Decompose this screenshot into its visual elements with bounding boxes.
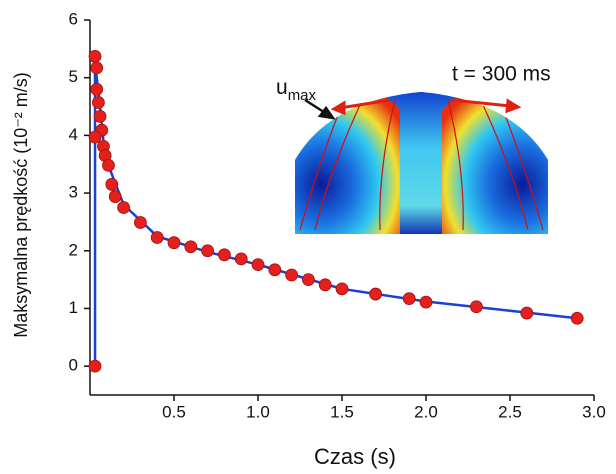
y-tick-label: 1 (69, 298, 78, 317)
point (93, 109, 107, 123)
point (201, 244, 215, 258)
point (402, 292, 416, 306)
point (88, 130, 102, 144)
point (301, 273, 315, 287)
x-axis-label: Czas (s) (314, 444, 396, 469)
inset-image (295, 92, 548, 234)
point (150, 231, 164, 244)
point (117, 201, 130, 214)
inset-time: t = 300 ms (452, 63, 551, 86)
point (217, 248, 231, 262)
x-tick-label: 1.0 (246, 402, 270, 421)
point (570, 311, 584, 325)
point (102, 158, 115, 172)
point (369, 287, 383, 301)
x-tick-label: 3.0 (582, 402, 606, 421)
x-tick-label: 2.5 (498, 402, 522, 421)
point (234, 252, 248, 266)
point (335, 282, 349, 296)
y-tick-label: 0 (69, 356, 78, 375)
x-tick-label: 0.5 (162, 402, 186, 421)
point (285, 268, 299, 282)
point (318, 278, 332, 292)
point (92, 96, 105, 109)
umax-pointer (304, 98, 336, 120)
point (88, 49, 102, 63)
point (184, 240, 198, 254)
x-tick-label: 2.0 (414, 402, 438, 421)
point (108, 190, 122, 203)
point (251, 258, 265, 272)
point (268, 263, 282, 277)
point (419, 295, 433, 309)
y-tick-label: 2 (69, 240, 78, 259)
point (88, 359, 102, 373)
x-tick-label: 1.5 (330, 402, 354, 421)
point (469, 300, 483, 314)
y-tick-label: 6 (69, 9, 78, 28)
point (520, 306, 534, 320)
y-tick-label: 3 (69, 183, 78, 202)
inset-arrows (330, 98, 522, 116)
y-tick-label: 4 (69, 125, 78, 144)
point (105, 178, 119, 191)
point (90, 82, 104, 96)
point (90, 61, 104, 75)
point (133, 216, 147, 229)
point (167, 236, 181, 250)
y-tick-label: 5 (69, 67, 78, 86)
y-axis-label: Maksymalna prędkość (10⁻² m/s) (11, 72, 31, 338)
inset-label: umax (276, 76, 317, 104)
